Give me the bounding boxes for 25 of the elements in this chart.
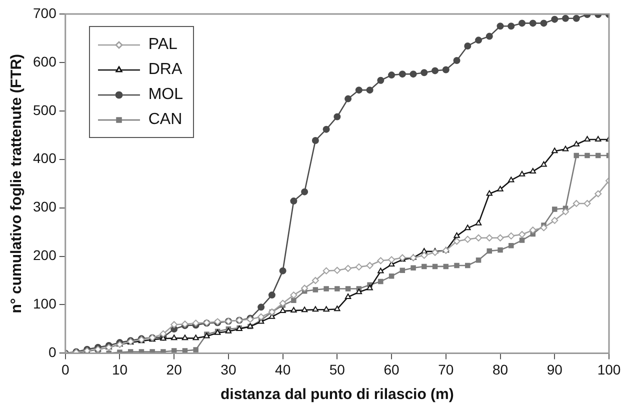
legend-label: DRA: [148, 60, 182, 80]
x-tick-label: 20: [166, 361, 182, 378]
x-tick-label: 60: [384, 361, 400, 378]
y-tick-label: 100: [33, 296, 57, 312]
x-tick-label: 90: [546, 361, 563, 378]
x-tick-label: 40: [275, 361, 291, 378]
y-tick-label: 200: [33, 247, 57, 264]
x-axis-title: distanza dal punto di rilascio (m): [220, 386, 454, 404]
y-tick-label: 600: [33, 53, 57, 70]
y-tick-label: 0: [48, 344, 57, 360]
x-tick-label: 100: [597, 361, 621, 378]
x-tick-label: 80: [492, 361, 508, 378]
y-tick-label: 400: [33, 150, 57, 166]
y-tick-label: 500: [33, 102, 57, 118]
x-tick-label: 50: [329, 361, 346, 378]
legend-label: PAL: [148, 35, 178, 55]
legend-label: MOL: [148, 85, 184, 105]
y-tick-label: 300: [33, 198, 57, 215]
x-tick-label: 70: [438, 361, 454, 378]
x-tick-label: 0: [61, 361, 70, 378]
y-axis-title: n° cumulativo foglie trattenute (FTR): [8, 54, 26, 314]
y-tick-label: 700: [33, 4, 57, 21]
legend-label: CAN: [148, 110, 182, 130]
x-tick-label: 10: [112, 361, 128, 378]
x-tick-label: 30: [220, 361, 236, 378]
